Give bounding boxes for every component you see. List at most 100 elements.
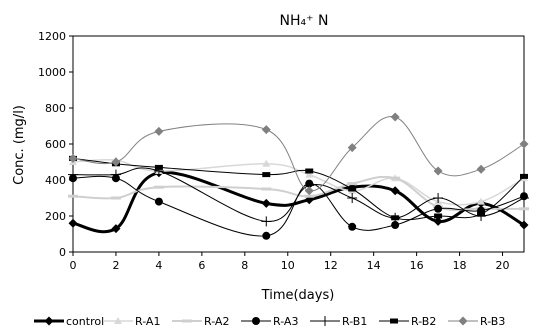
series-r-b2-point [434,213,443,219]
series-r-b3-point [476,164,486,174]
series-control-point [519,220,529,230]
series-r-a2-point [110,196,121,200]
series-r-b1-point [68,169,78,180]
series-control-point [433,216,443,226]
legend-r-b1-point [320,316,330,326]
legend-r-b1: R-B1 [310,315,367,328]
series-r-a3-point [154,197,163,206]
series-r-b1-point [347,193,358,203]
legend-r-a2-label: R-A2 [204,315,229,328]
y-tick-label: 600 [45,138,66,151]
legend-control: control [34,315,104,328]
series-r-b1-point [110,169,121,180]
series-control-line [72,170,525,234]
legend-r-a1: R-A1 [103,315,160,328]
series-r-b2-point [348,186,357,192]
series-control-point [111,224,121,234]
series-r-b3 [68,112,529,196]
legend-r-b3-point [458,316,468,326]
legend-r-b3-label: R-B3 [480,315,505,328]
series-r-b2-line [72,157,525,221]
legend-control-point [44,316,54,326]
series-r-a1-point [262,159,271,167]
legend-r-b2-point [390,318,398,324]
legend-r-a3: R-A3 [241,315,298,328]
series-r-a2-point [261,187,272,191]
x-tick-label: 0 [70,259,77,272]
series-r-a3-point [391,221,400,229]
series-layer [68,112,529,240]
x-tick-label: 18 [453,259,467,272]
series-r-a2-point [153,185,164,189]
x-tick-label: 20 [496,259,510,272]
x-tick-label: 14 [367,259,381,272]
series-r-a3-point [348,222,357,231]
series-r-b1-point [433,193,444,203]
series-r-a1 [69,156,528,206]
plot-area [72,35,525,253]
x-tick-label: 6 [198,259,205,272]
series-r-a3-point [434,204,443,213]
x-tick-label: 10 [281,259,295,272]
y-tick-label: 1200 [38,30,66,43]
legend-r-a3-point [252,317,260,325]
x-tick-label: 12 [324,259,338,272]
series-r-b3-line [72,116,525,192]
y-axis-label: Conc. (mg/l) [12,105,27,185]
x-axis: 0 2 4 6 8 10 12 14 16 18 20 [70,252,510,272]
series-r-a1-point [477,197,486,205]
legend-r-b1-label: R-B1 [342,315,367,328]
series-r-b3-point [347,143,357,153]
series-r-a2-line [72,175,525,211]
series-r-b2-point [391,215,400,221]
series-r-a2-point [304,194,315,198]
legend-r-b2: R-B2 [379,315,436,328]
series-r-a2-point [390,176,401,180]
series-r-a2-point [347,182,358,186]
series-r-a3-line [72,175,525,237]
series-r-b2-point [477,211,486,217]
legend: control R-A1 R-A2 R-A3 R-B1 R-B2 R-B3 [34,315,505,328]
series-r-a1-point [305,170,314,178]
chart-title-text: NH₄⁺ N [280,13,329,29]
series-r-b3-point [519,139,529,149]
series-r-b3-point [111,157,121,167]
series-r-b2-point [520,173,528,179]
series-r-b3-point [154,126,164,136]
x-tick-label: 16 [410,259,424,272]
legend-r-a3-label: R-A3 [273,315,298,328]
series-r-b3-point [68,153,78,163]
chart-title: NH₄⁺ N [280,13,329,29]
y-tick-label: 0 [59,246,66,259]
series-r-a3-point [262,231,271,240]
legend-control-label: control [66,315,104,328]
series-r-b3-point [261,125,271,135]
series-r-a2-point [519,207,529,211]
legend-r-a2-point [182,319,192,323]
series-r-b2-point [154,164,163,170]
series-r-b1-point [519,193,529,203]
y-tick-label: 400 [45,174,66,187]
series-control-point [261,198,271,208]
x-axis-label: Time(days) [261,288,335,303]
series-r-b2-point [305,168,314,174]
y-tick-label: 200 [45,210,66,223]
y-axis: 0 200 400 600 800 1000 1200 [38,30,73,259]
series-r-b1-point [261,216,272,227]
y-tick-label: 800 [45,102,66,115]
x-tick-label: 4 [155,259,162,272]
series-r-b2-point [262,172,271,178]
legend-r-a1-point [114,317,122,324]
legend-r-b2-label: R-B2 [411,315,436,328]
legend-r-a1-label: R-A1 [135,315,160,328]
series-r-b3-point [433,166,443,176]
series-r-a2-point [68,194,78,198]
series-r-b1 [68,166,529,227]
x-tick-label: 2 [112,259,119,272]
x-tick-label: 8 [241,259,248,272]
series-r-b1-line [72,167,525,222]
y-tick-label: 1000 [38,66,66,79]
series-r-b3-point [304,186,314,196]
series-control-point [68,218,78,228]
